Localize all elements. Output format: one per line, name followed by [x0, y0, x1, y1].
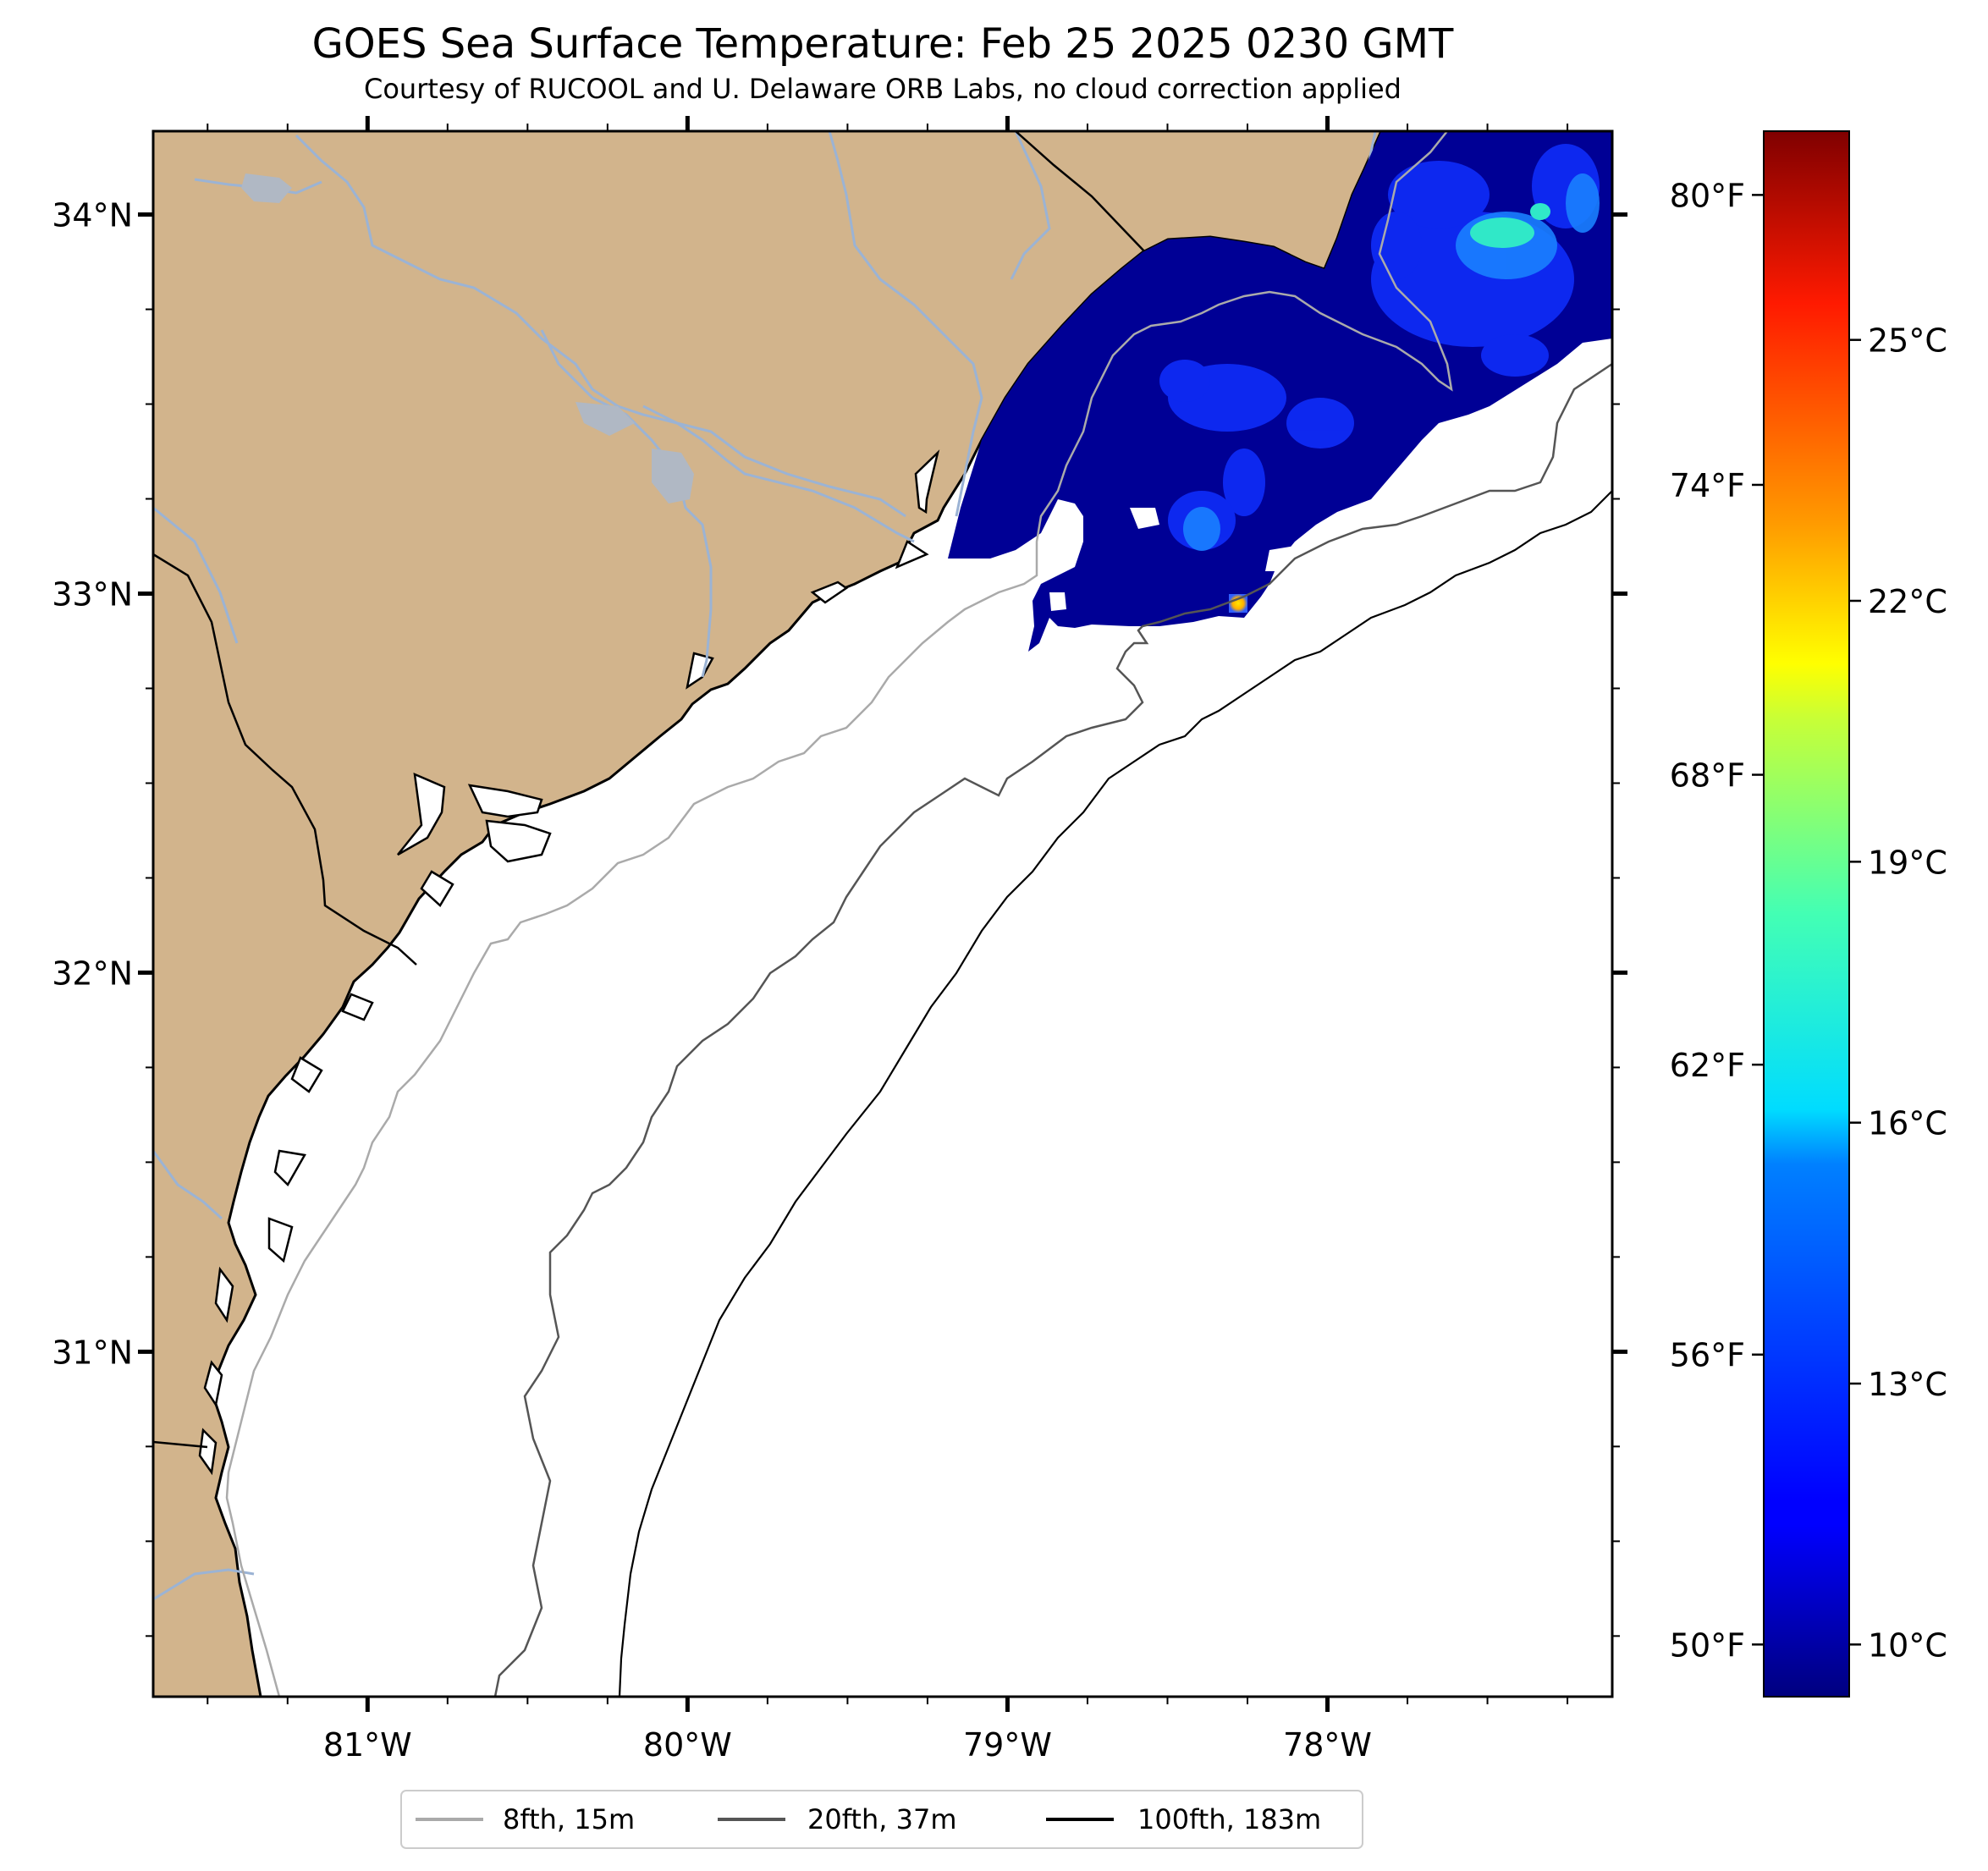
colorbar-c-label: 13°C — [1868, 1366, 1947, 1403]
colorbar-f-label: 62°F — [1670, 1047, 1745, 1084]
lat-tick-label: 34°N — [52, 197, 133, 234]
colorbar-c-label: 10°C — [1868, 1626, 1947, 1664]
lon-tick-label: 79°W — [963, 1726, 1052, 1764]
lon-tick-label: 80°W — [643, 1726, 732, 1764]
isobath-20fth — [493, 362, 1612, 1697]
lat-tick-label: 33°N — [52, 575, 133, 613]
map-subtitle: Courtesy of RUCOOL and U. Delaware ORB L… — [364, 73, 1402, 105]
colorbar-f-label: 68°F — [1670, 757, 1745, 795]
map-frame — [151, 129, 1614, 1698]
colorbar-f-label: 80°F — [1670, 177, 1745, 214]
legend-box — [400, 1790, 1363, 1849]
legend-label-8fth: 8fth, 15m — [503, 1803, 635, 1835]
map-axes: 34°N 33°N 32°N 31°N 81°W 80°W 79°W 78°W — [52, 116, 1627, 1764]
colorbar-c-label: 25°C — [1868, 322, 1947, 360]
colorbar: 80°F 74°F 68°F 62°F 56°F 50°F 25°C 22°C 19°C 16°C… — [1670, 130, 1947, 1698]
map-area — [153, 131, 1612, 1697]
colorbar-f-label: 56°F — [1670, 1337, 1745, 1374]
lat-tick-label: 31°N — [52, 1334, 133, 1371]
colorbar-gradient — [1763, 130, 1850, 1698]
colorbar-c-label: 19°C — [1868, 844, 1947, 881]
lon-tick-label: 81°W — [323, 1726, 412, 1764]
isobath-legend: 8fth, 15m 20fth, 37m 100fth, 183m — [400, 1790, 1363, 1849]
coastal-inlets — [198, 449, 940, 1476]
colorbar-f-label: 50°F — [1670, 1626, 1745, 1664]
lon-tick-label: 78°W — [1283, 1726, 1372, 1764]
sst-data — [948, 131, 1612, 652]
isobath-8fth — [225, 131, 1453, 1697]
colorbar-c-label: 16°C — [1868, 1105, 1947, 1142]
legend-label-20fth: 20fth, 37m — [807, 1803, 956, 1835]
map-title: GOES Sea Surface Temperature: Feb 25 202… — [312, 20, 1454, 68]
lat-tick-label: 32°N — [52, 955, 133, 992]
isobath-100fth — [618, 490, 1612, 1697]
lakes — [241, 173, 694, 504]
colorbar-c-label: 22°C — [1868, 583, 1947, 620]
colorbar-f-label: 74°F — [1670, 467, 1745, 504]
legend-label-100fth: 100fth, 183m — [1137, 1803, 1321, 1835]
